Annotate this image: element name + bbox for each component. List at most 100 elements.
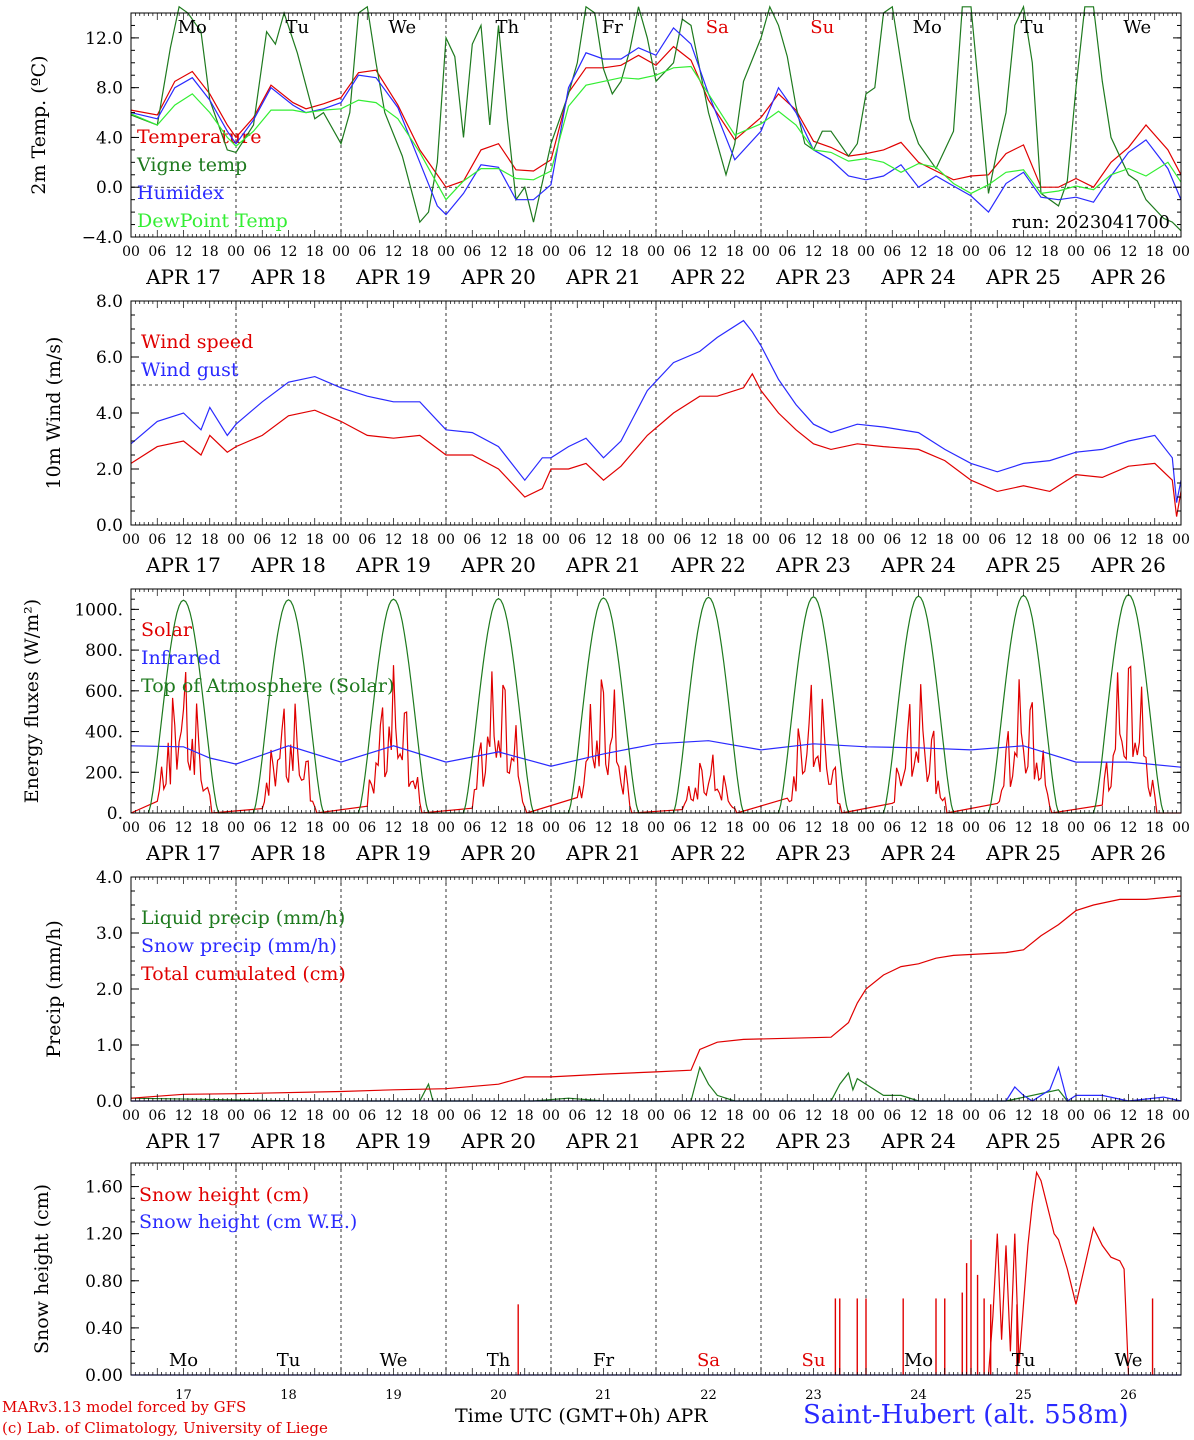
date-label: APR 20 (460, 553, 536, 577)
date-label: APR 20 (460, 841, 536, 865)
hour-tick-label: 00 (437, 820, 455, 836)
hour-tick-label: 00 (962, 820, 980, 836)
hour-tick-label: 18 (201, 244, 219, 260)
date-label: APR 22 (670, 553, 746, 577)
hour-tick-label: 12 (595, 1108, 613, 1124)
y-tick-label: 0.40 (85, 1319, 123, 1339)
y-tick-label: 200. (85, 763, 123, 783)
hour-tick-label: 00 (962, 532, 980, 548)
hour-tick-label: 18 (726, 1108, 744, 1124)
day-number-label: 24 (910, 1388, 927, 1403)
day-number-label: 18 (280, 1388, 297, 1403)
day-number-label: 26 (1120, 1388, 1137, 1403)
hour-tick-label: 12 (1015, 532, 1033, 548)
hour-tick-label: 00 (332, 244, 350, 260)
y-tick-label: 2.0 (96, 980, 123, 1000)
hour-tick-label: 12 (280, 820, 298, 836)
hour-tick-label: 06 (148, 820, 166, 836)
legend-label: Temperature (137, 126, 261, 148)
hour-tick-label: 18 (831, 532, 849, 548)
hour-tick-label: 00 (752, 820, 770, 836)
hour-tick-label: 18 (411, 244, 429, 260)
y-tick-label: 12.0 (85, 29, 123, 49)
date-label: APR 23 (775, 553, 851, 577)
hour-tick-label: 18 (621, 1108, 639, 1124)
y-tick-label: 6.0 (96, 348, 123, 368)
weekday-label: We (380, 1350, 408, 1371)
hour-tick-label: 06 (673, 532, 691, 548)
hour-tick-label: 18 (306, 1108, 324, 1124)
series-temperature-0 (130, 45, 1182, 188)
hour-tick-label: 06 (358, 820, 376, 836)
hour-tick-label: 00 (857, 532, 875, 548)
weekday-label: We (1123, 17, 1151, 38)
weekday-label: We (388, 17, 416, 38)
legend-label: Liquid precip (mm/h) (141, 907, 345, 929)
hour-tick-label: 18 (516, 820, 534, 836)
model-credit: MARv3.13 model forced by GFS (2, 1398, 247, 1416)
hour-tick-label: 06 (988, 820, 1006, 836)
hour-tick-label: 00 (542, 532, 560, 548)
hour-tick-label: 00 (962, 244, 980, 260)
series-wind-0 (130, 372, 1182, 517)
series-line (130, 45, 1182, 188)
date-label: APR 25 (985, 841, 1061, 865)
hour-tick-label: 00 (542, 1108, 560, 1124)
lab-credit: (c) Lab. of Climatology, University of L… (2, 1419, 328, 1437)
date-label: APR 19 (355, 841, 431, 865)
weekday-label: Mo (169, 1350, 198, 1371)
hour-tick-label: 06 (568, 820, 586, 836)
date-label: APR 24 (880, 553, 956, 577)
date-label: APR 26 (1090, 1129, 1166, 1153)
hour-tick-label: 18 (831, 244, 849, 260)
panel-temperature: Temperature Vigne temp Humidex DewPoint Tem… (28, 4, 1190, 289)
hour-tick-label: 06 (148, 244, 166, 260)
legend-label: Vigne temp (136, 154, 247, 176)
panel-precip: Liquid precip (mm/h) Snow precip (mm/h) To… (43, 868, 1190, 1153)
series-line (130, 4, 1182, 232)
hour-tick-label: 18 (726, 820, 744, 836)
y-axis-title: 2m Temp. (ºC) (28, 55, 50, 194)
hour-tick-label: 18 (1041, 1108, 1059, 1124)
hour-tick-label: 12 (805, 244, 823, 260)
y-tick-label: 0.0 (96, 1092, 123, 1112)
hour-tick-label: 06 (463, 244, 481, 260)
hour-tick-label: 06 (778, 244, 796, 260)
hour-tick-label: 06 (883, 1108, 901, 1124)
legend-label: Solar (141, 619, 193, 641)
hour-tick-label: 12 (490, 244, 508, 260)
hour-tick-label: 06 (988, 244, 1006, 260)
hour-tick-label: 00 (227, 820, 245, 836)
date-label: APR 23 (775, 841, 851, 865)
date-label: APR 17 (145, 1129, 221, 1153)
legend-label: Snow height (cm W.E.) (139, 1211, 357, 1233)
date-label: APR 20 (460, 265, 536, 289)
hour-tick-label: 18 (1146, 1108, 1164, 1124)
plot-frame (130, 12, 1182, 238)
hour-tick-label: 12 (910, 532, 928, 548)
hour-tick-label: 12 (385, 532, 403, 548)
date-label: APR 18 (250, 553, 326, 577)
hour-tick-label: 06 (253, 532, 271, 548)
weekday-label: Sa (706, 17, 729, 38)
hour-tick-label: 06 (463, 820, 481, 836)
y-axis-title: Precip (mm/h) (43, 920, 65, 1058)
hour-tick-label: 18 (1041, 244, 1059, 260)
y-tick-label: 400. (85, 723, 123, 743)
hour-tick-label: 00 (332, 1108, 350, 1124)
hour-tick-label: 00 (647, 244, 665, 260)
hour-tick-label: 06 (148, 1108, 166, 1124)
series-line (130, 65, 1182, 201)
hour-tick-label: 12 (1120, 1108, 1138, 1124)
hour-tick-label: 00 (1067, 1108, 1085, 1124)
weekday-label: Mo (913, 17, 942, 38)
hour-tick-label: 12 (700, 820, 718, 836)
hour-tick-label: 06 (1093, 820, 1111, 836)
hour-tick-label: 12 (280, 244, 298, 260)
y-axis-title: 10m Wind (m/s) (43, 337, 65, 490)
day-number-label: 22 (700, 1388, 717, 1403)
y-tick-label: 0.0 (96, 516, 123, 536)
hour-tick-label: 18 (201, 532, 219, 548)
legend-label: Wind speed (141, 331, 253, 353)
hour-tick-label: 06 (883, 532, 901, 548)
